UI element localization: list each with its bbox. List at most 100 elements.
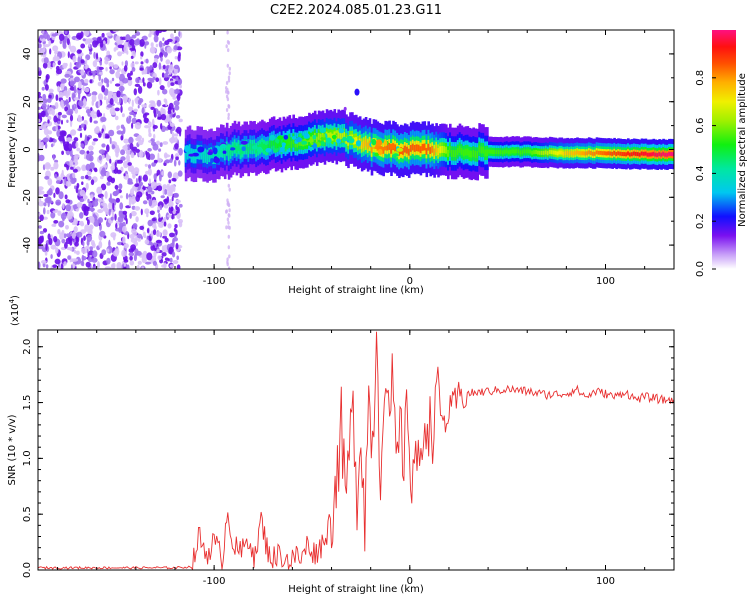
noise-speckle xyxy=(174,133,179,137)
noise-speckle xyxy=(148,126,151,135)
noise-speckle xyxy=(85,109,92,114)
ridge-cell xyxy=(513,149,517,154)
ridge-cell xyxy=(529,149,532,154)
noise-speckle xyxy=(142,113,147,119)
noise-speckle xyxy=(69,80,75,87)
y-tick-label: 40 xyxy=(22,48,33,61)
noise-speckle xyxy=(38,106,42,110)
ridge-cell xyxy=(452,150,456,157)
ridge-blob xyxy=(322,134,326,138)
noise-speckle xyxy=(43,193,49,198)
noise-speckle xyxy=(169,232,175,238)
ridge-cell xyxy=(353,137,356,145)
ridge-blob xyxy=(336,138,342,144)
noise-speckle xyxy=(126,264,130,269)
ridge-blob xyxy=(241,146,246,152)
noise-speckle xyxy=(138,150,144,158)
x-tick-label: -100 xyxy=(203,576,226,587)
ridge-cell xyxy=(593,151,597,156)
noise-speckle xyxy=(97,261,100,269)
noise-speckle xyxy=(148,178,151,185)
noise-speckle xyxy=(154,222,157,229)
ridge-cell xyxy=(521,150,524,155)
noise-speckle xyxy=(153,108,156,116)
ridge-cell xyxy=(245,143,248,151)
noise-speckle xyxy=(144,125,150,129)
noise-speckle xyxy=(50,166,55,171)
noise-speckle xyxy=(104,266,112,269)
ridge-cell xyxy=(298,138,301,146)
ridge-cell xyxy=(511,149,515,154)
ridge-cell xyxy=(249,143,252,151)
noise-speckle xyxy=(45,196,52,203)
ridge-cell xyxy=(619,151,622,156)
noise-speckle xyxy=(152,76,156,81)
ridge-cell xyxy=(552,150,556,155)
noise-speckle xyxy=(136,250,142,256)
ridge-cell xyxy=(225,145,229,153)
ridge-cell xyxy=(233,143,237,151)
noise-speckle xyxy=(92,37,98,41)
noise-speckle xyxy=(157,89,160,96)
noise-speckle xyxy=(125,34,131,42)
noise-speckle xyxy=(82,241,85,247)
noise-speckle xyxy=(129,142,134,150)
noise-speckle xyxy=(57,111,62,116)
noise-speckle xyxy=(156,30,163,34)
noise-speckle xyxy=(167,171,172,179)
noise-speckle xyxy=(126,72,131,78)
noise-speckle xyxy=(158,62,162,70)
noise-speckle xyxy=(47,104,50,110)
noise-speckle xyxy=(69,75,74,79)
noise-speckle xyxy=(140,56,143,60)
y-tick-label: -40 xyxy=(22,237,33,253)
noise-speckle xyxy=(142,77,145,84)
noise-speckle xyxy=(108,61,114,67)
noise-speckle xyxy=(51,223,57,227)
ridge-blob xyxy=(269,134,276,141)
noise-speckle xyxy=(175,76,179,82)
noise-speckle xyxy=(227,75,231,80)
noise-speckle xyxy=(169,158,173,164)
noise-speckle xyxy=(69,247,73,251)
ridge-cell xyxy=(423,143,427,151)
y-tick-label: 1.5 xyxy=(22,395,33,411)
noise-speckle xyxy=(227,78,231,83)
ridge-cell xyxy=(627,151,630,156)
noise-speckle xyxy=(119,222,123,228)
ridge-cell xyxy=(421,143,425,151)
noise-speckle xyxy=(43,207,46,215)
noise-speckle xyxy=(54,258,61,265)
noise-speckle xyxy=(227,183,230,188)
noise-speckle xyxy=(43,31,49,39)
ridge-cell xyxy=(417,144,421,152)
ridge-cell xyxy=(398,148,401,156)
noise-speckle xyxy=(38,154,45,162)
ridge-cell xyxy=(327,132,331,140)
noise-speckle xyxy=(91,216,95,224)
noise-speckle xyxy=(83,30,90,37)
noise-speckle xyxy=(164,40,170,46)
noise-speckle xyxy=(153,173,157,181)
ridge-cell xyxy=(462,149,466,157)
noise-speckle xyxy=(92,40,98,48)
ridge-cell xyxy=(394,144,397,152)
noise-speckle xyxy=(122,236,126,244)
noise-speckle xyxy=(62,62,68,69)
noise-speckle xyxy=(144,239,150,245)
ridge-blob xyxy=(380,147,388,151)
ridge-cell xyxy=(486,149,489,157)
noise-speckle xyxy=(109,80,113,84)
noise-speckle xyxy=(163,51,168,58)
noise-speckle xyxy=(135,216,139,223)
noise-speckle xyxy=(82,85,85,91)
noise-speckle xyxy=(52,264,58,269)
noise-speckle xyxy=(173,192,179,198)
noise-speckle xyxy=(116,125,121,130)
ridge-cell xyxy=(429,147,432,154)
noise-speckle xyxy=(228,66,231,71)
ridge-cell xyxy=(411,143,415,151)
noise-speckle xyxy=(79,149,86,155)
noise-speckle xyxy=(103,96,107,101)
noise-speckle xyxy=(66,119,69,124)
